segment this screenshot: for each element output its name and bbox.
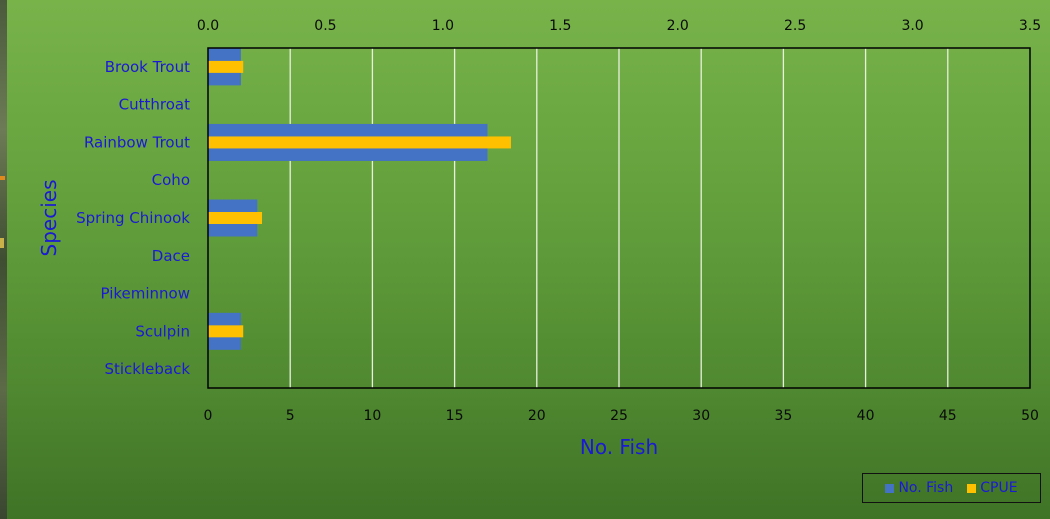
legend-label-cpue: CPUE [980,480,1018,496]
category-label: Stickleback [104,360,190,378]
top-tick-label: 2.0 [667,18,689,34]
bar-cpue [208,60,244,73]
bar-cpue [208,325,244,338]
bottom-tick-label: 50 [1021,408,1039,424]
x-axis-title: No. Fish [580,435,658,459]
category-label: Brook Trout [105,58,190,76]
bottom-tick-label: 30 [692,408,710,424]
bottom-tick-label: 10 [363,408,381,424]
category-labels: Brook Trout Cutthroat Rainbow Trout Coho Spr… [76,58,190,378]
bottom-tick-label: 20 [528,408,546,424]
category-label: Coho [152,171,190,189]
category-label: Sculpin [135,322,190,340]
legend-swatch-cpue [967,483,977,493]
bottom-tick-label: 15 [446,408,464,424]
legend-item-no-fish: No. Fish [885,480,953,496]
category-label: Pikeminnow [100,285,190,303]
top-tick-label: 1.5 [549,18,571,34]
legend-item-cpue: CPUE [967,480,1018,496]
bottom-tick-label: 40 [857,408,875,424]
edge-marker [0,176,5,180]
category-label: Spring Chinook [76,209,190,227]
bars [208,48,511,350]
top-tick-label: 2.5 [784,18,806,34]
background-photo-edge [0,0,7,519]
bottom-tick-label: 45 [939,408,957,424]
top-tick-label: 1.0 [432,18,454,34]
bottom-tick-label: 25 [610,408,628,424]
category-label: Cutthroat [119,96,190,114]
bar-cpue [208,212,263,224]
plot-area [207,47,1031,389]
gridlines [289,48,949,388]
top-tick-label: 3.0 [901,18,923,34]
legend-label-no-fish: No. Fish [898,480,954,496]
bottom-tick-label: 0 [204,408,213,424]
edge-marker-lower [0,238,4,248]
bar-cpue [208,136,511,149]
legend-swatch-no-fish [885,483,895,493]
top-tick-label: 3.5 [1019,18,1041,34]
category-label: Rainbow Trout [84,133,190,151]
top-tick-label: 0.0 [197,18,219,34]
legend: No. Fish CPUE [862,473,1041,503]
bottom-axis-ticks: 0 5 10 15 20 25 30 35 40 45 50 [204,408,1039,424]
top-axis-ticks: 0.0 0.5 1.0 1.5 2.0 2.5 3.0 3.5 [197,18,1041,34]
y-axis-title: Species [37,180,61,257]
category-label: Dace [152,247,190,265]
bottom-tick-label: 35 [774,408,792,424]
top-tick-label: 0.5 [314,18,336,34]
bottom-tick-label: 5 [286,408,295,424]
